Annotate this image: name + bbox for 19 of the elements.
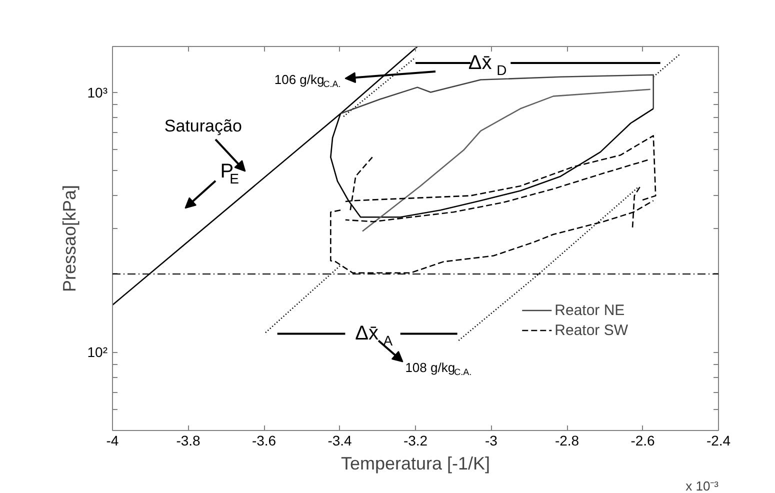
y-axis-title: Pressao[kPa] (59, 184, 80, 292)
annotation: Saturação (164, 116, 242, 136)
x-tick-label: -4 (106, 432, 119, 448)
x-tick-label: -3 (485, 432, 498, 448)
x-tick-label: -3.2 (403, 432, 428, 448)
x-tick-label: -3.8 (176, 432, 201, 448)
y-tick-label: 10³ (87, 84, 108, 100)
x-tick-label: -3.6 (252, 432, 276, 448)
text: x 10⁻³ (686, 478, 720, 493)
y-tick-label: 10² (87, 344, 108, 360)
x-tick-label: -3.4 (328, 432, 352, 448)
x-axis-title: Temperatura [-1/K] (340, 454, 490, 474)
x-tick-label: -2.8 (554, 432, 580, 448)
legend-label: Reator NE (554, 302, 625, 318)
annotation: Δx̄D (468, 52, 507, 78)
legend-label: Reator SW (554, 322, 628, 338)
x-tick-label: -2.4 (706, 432, 731, 448)
x-tick-label: -2.6 (630, 432, 656, 448)
annotation: Δx̄A (355, 322, 394, 349)
